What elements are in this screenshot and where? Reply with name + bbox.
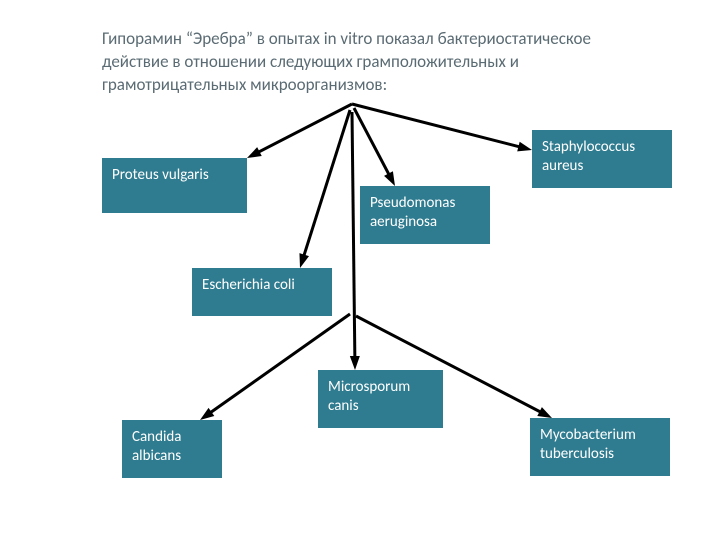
slide: Гипорамин “Эребра” в опытах in vitro пок… — [0, 0, 720, 540]
organism-box-staphylococcus: Staphylococcus aureus — [532, 130, 672, 188]
slide-title: Гипорамин “Эребра” в опытах in vitro пок… — [102, 28, 622, 97]
organism-label: Staphylococcus aureus — [542, 138, 662, 176]
organism-box-candida: Candida albicans — [122, 420, 222, 478]
organism-label: Candida albicans — [132, 428, 212, 466]
organism-box-mycobacterium: Mycobacterium tuberculosis — [530, 418, 670, 476]
organism-label: Microsporum canis — [328, 378, 433, 416]
organism-box-escherichia: Escherichia coli — [192, 268, 332, 316]
organism-box-pseudomonas: Pseudomonas aeruginosa — [360, 186, 490, 244]
organism-box-microsporum: Microsporum canis — [318, 370, 443, 428]
organism-label: Pseudomonas aeruginosa — [370, 194, 480, 232]
organism-label: Escherichia coli — [202, 276, 295, 295]
organism-label: Proteus vulgaris — [112, 166, 209, 185]
organism-box-proteus: Proteus vulgaris — [102, 158, 247, 213]
organism-label: Mycobacterium tuberculosis — [540, 426, 660, 464]
